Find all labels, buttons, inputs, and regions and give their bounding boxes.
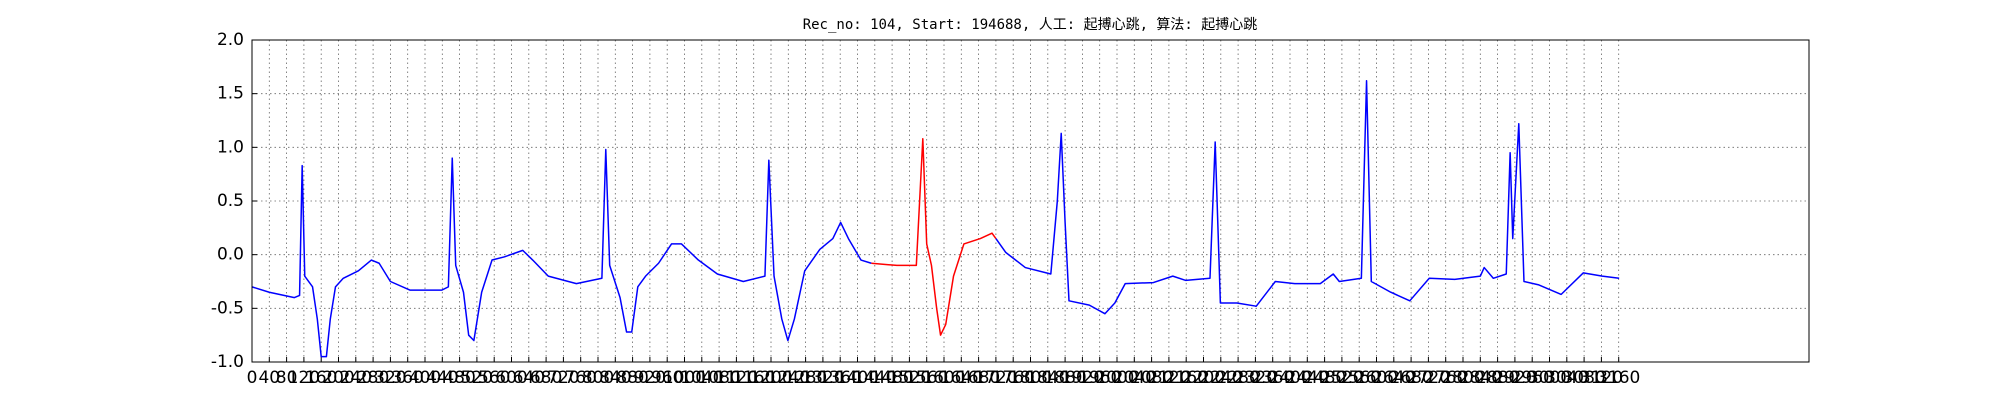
- x-tick-label: 1600: [922, 368, 965, 388]
- x-tick-label: 1840: [1026, 368, 1069, 388]
- x-tick-label: 320: [374, 368, 406, 388]
- x-tick-label: 2040: [1113, 368, 1156, 388]
- x-tick-label: 680: [530, 368, 562, 388]
- x-tick-label: 1720: [974, 368, 1017, 388]
- x-tick-label: 440: [426, 368, 458, 388]
- x-tick-label: 2200: [1182, 368, 1225, 388]
- x-tick-label: 1120: [715, 368, 758, 388]
- x-tick-label: 560: [478, 368, 510, 388]
- x-tick-label: 2080: [1130, 368, 1173, 388]
- x-tick-label: 2320: [1234, 368, 1277, 388]
- x-tick-label: 2560: [1338, 368, 1381, 388]
- x-tick-label: 2800: [1441, 368, 1484, 388]
- y-tick-label: 1.0: [217, 137, 244, 157]
- x-tick-label: 1440: [853, 368, 896, 388]
- x-tick-label: 1480: [870, 368, 913, 388]
- x-tick-label: 3000: [1528, 368, 1571, 388]
- x-tick-label: 1160: [732, 368, 775, 388]
- x-tick-label: 1800: [1009, 368, 1052, 388]
- x-tick-label: 2880: [1476, 368, 1519, 388]
- x-tick-label: 80: [276, 368, 298, 388]
- x-tick-label: 400: [409, 368, 441, 388]
- x-tick-label: 2760: [1424, 368, 1467, 388]
- x-tick-label: 960: [651, 368, 683, 388]
- x-tick-label: 160: [305, 368, 337, 388]
- x-tick-label: 2520: [1320, 368, 1363, 388]
- x-tick-label: 1360: [819, 368, 862, 388]
- x-tick-label: 2120: [1147, 368, 1190, 388]
- x-tick-label: 1000: [663, 368, 706, 388]
- x-tick-label: 1680: [957, 368, 1000, 388]
- x-tick-label: 840: [599, 368, 631, 388]
- x-tick-label: 2280: [1216, 368, 1259, 388]
- x-tick-label: 0: [247, 368, 258, 388]
- x-tick-label: 2920: [1493, 368, 1536, 388]
- y-tick-label: -1.0: [211, 352, 244, 372]
- x-tick-label: 480: [443, 368, 475, 388]
- x-tick-label: 1760: [992, 368, 1035, 388]
- x-tick-label: 1080: [697, 368, 740, 388]
- x-tick-label: 2000: [1095, 368, 1138, 388]
- x-tick-label: 2600: [1355, 368, 1398, 388]
- x-tick-label: 2360: [1251, 368, 1294, 388]
- x-tick-label: 40: [258, 368, 280, 388]
- y-tick-label: 2.0: [217, 30, 244, 50]
- x-tick-label: 3040: [1545, 368, 1588, 388]
- x-tick-label: 1960: [1078, 368, 1121, 388]
- x-tick-label: 1040: [680, 368, 723, 388]
- x-tick-label: 280: [357, 368, 389, 388]
- chart-title: Rec_no: 104, Start: 194688, 人工: 起搏心跳, 算法…: [803, 16, 1258, 33]
- x-tick-label: 1320: [801, 368, 844, 388]
- x-tick-label: 520: [461, 368, 493, 388]
- x-tick-label: 1280: [784, 368, 827, 388]
- x-tick-label: 200: [322, 368, 354, 388]
- x-tick-label: 2400: [1268, 368, 1311, 388]
- x-tick-label: 2240: [1199, 368, 1242, 388]
- x-tick-label: 1520: [888, 368, 931, 388]
- x-tick-label: 1400: [836, 368, 879, 388]
- x-tick-label: 1560: [905, 368, 948, 388]
- x-tick-label: 240: [340, 368, 372, 388]
- x-tick-label: 3120: [1580, 368, 1623, 388]
- x-tick-label: 2960: [1511, 368, 1554, 388]
- x-tick-label: 2640: [1372, 368, 1415, 388]
- x-tick-label: 1640: [940, 368, 983, 388]
- y-tick-label: 0.5: [217, 191, 244, 211]
- series-line: [871, 138, 997, 336]
- x-tick-label: 800: [582, 368, 614, 388]
- x-tick-label: 2480: [1303, 368, 1346, 388]
- series-line: [995, 80, 1620, 315]
- x-tick-label: 2160: [1165, 368, 1208, 388]
- x-tick-label: 880: [616, 368, 648, 388]
- plot-frame: [251, 39, 1810, 363]
- x-tick-label: 120: [288, 368, 320, 388]
- series-line: [251, 148, 872, 358]
- y-tick-label: 0.0: [217, 245, 244, 265]
- x-tick-label: 360: [391, 368, 423, 388]
- x-tick-label: 2840: [1459, 368, 1502, 388]
- x-tick-label: 1880: [1043, 368, 1086, 388]
- x-tick-label: 920: [634, 368, 666, 388]
- x-tick-label: 2680: [1389, 368, 1432, 388]
- y-tick-label: 1.5: [217, 84, 244, 104]
- x-tick-label: 1920: [1061, 368, 1104, 388]
- x-tick-label: 720: [547, 368, 579, 388]
- x-tick-label: 2440: [1286, 368, 1329, 388]
- x-tick-label: 1240: [767, 368, 810, 388]
- x-tick-label: 600: [495, 368, 527, 388]
- x-tick-label: 3160: [1597, 368, 1640, 388]
- x-tick-label: 2720: [1407, 368, 1450, 388]
- y-tick-label: -0.5: [211, 298, 244, 318]
- x-tick-label: 760: [564, 368, 596, 388]
- x-tick-label: 3080: [1562, 368, 1605, 388]
- x-tick-label: 1200: [749, 368, 792, 388]
- x-tick-label: 640: [513, 368, 545, 388]
